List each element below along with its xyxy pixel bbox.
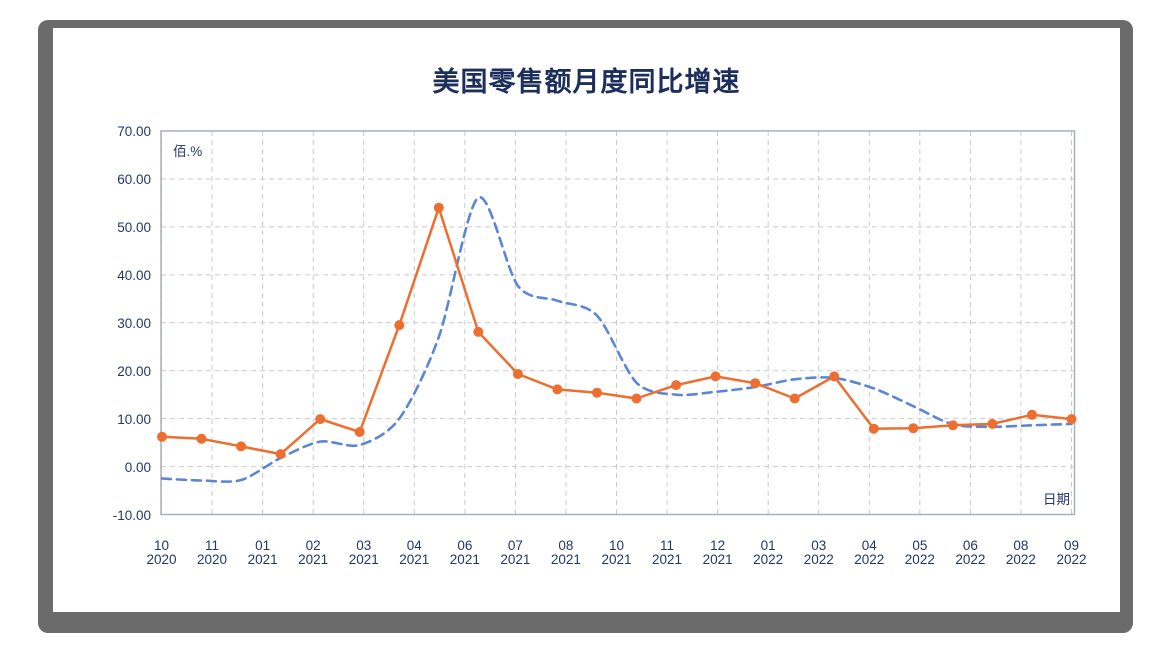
y-tick-label: 0.00 (124, 459, 151, 475)
x-tick-label: 12 2021 (678, 539, 758, 567)
x-tick-month: 03 (356, 538, 372, 553)
x-tick-month: 09 (1063, 538, 1080, 553)
x-tick-month: 04 (406, 538, 422, 553)
x-tick-year: 2022 (854, 552, 885, 567)
x-tick-year: 2021 (500, 552, 531, 567)
x-tick-label: 04 2022 (829, 539, 909, 567)
y-tick-label: 20.00 (117, 363, 151, 379)
x-tick-month: 10 (608, 538, 625, 553)
x-tick-month: 08 (558, 538, 574, 553)
x-tick-month: 11 (660, 538, 675, 553)
x-tick-year: 2021 (247, 552, 278, 567)
x-tick-month: 01 (255, 538, 271, 553)
x-tick-year: 2022 (1056, 552, 1087, 567)
x-tick-year: 2022 (803, 552, 834, 567)
x-tick-month: 07 (507, 538, 523, 553)
x-tick-month: 06 (457, 538, 473, 553)
x-tick-label: 03 2021 (324, 539, 404, 567)
x-tick-label: 06 2021 (425, 539, 505, 567)
x-tick-label: 03 2022 (779, 539, 859, 567)
y-tick-label: 30.00 (117, 315, 151, 331)
x-tick-month: 02 (305, 538, 321, 553)
x-tick-year: 2021 (652, 552, 683, 567)
y-tick-label: 70.00 (117, 124, 151, 139)
x-tick-label: 09 2022 (1032, 539, 1112, 567)
x-axis-title: 日期 (1043, 492, 1070, 507)
x-tick-month: 12 (710, 538, 726, 553)
x-tick-label: 11 2021 (627, 539, 707, 567)
x-tick-month: 04 (861, 538, 877, 553)
x-tick-label: 10 2021 (577, 539, 657, 567)
chart-title: 美国零售额月度同比增速 (432, 67, 741, 97)
y-axis-unit-label: 佰.% (173, 144, 203, 159)
x-tick-year: 2021 (601, 552, 632, 567)
x-tick-year: 2021 (702, 552, 733, 567)
x-tick-year: 2021 (298, 552, 329, 567)
x-tick-year: 2021 (550, 552, 581, 567)
x-tick-label: 06 2022 (930, 539, 1010, 567)
x-tick-month: 11 (205, 538, 220, 553)
x-tick-year: 2020 (146, 552, 177, 567)
x-tick-label: 01 2022 (728, 539, 808, 567)
y-tick-label: 50.00 (117, 219, 151, 235)
x-tick-month: 03 (811, 538, 827, 553)
x-tick-year: 2022 (904, 552, 935, 567)
y-tick-label: -10.00 (112, 507, 151, 523)
x-tick-year: 2022 (753, 552, 784, 567)
x-tick-label: 01 2021 (223, 539, 303, 567)
x-tick-year: 2022 (955, 552, 986, 567)
x-tick-year: 2021 (399, 552, 430, 567)
y-axis-tick-labels: 70.00 60.00 50.00 40.00 30.00 20.00 10.00 0.00 -… (85, 0, 151, 646)
x-tick-label: 08 2022 (981, 539, 1061, 567)
x-tick-month: 08 (1013, 538, 1029, 553)
x-tick-year: 2021 (449, 552, 480, 567)
x-tick-month: 05 (912, 538, 928, 553)
x-tick-label: 04 2021 (374, 539, 454, 567)
x-tick-month: 06 (962, 538, 978, 553)
x-tick-month: 10 (153, 538, 170, 553)
x-tick-label: 10 2020 (122, 539, 202, 567)
y-tick-label: 10.00 (117, 411, 151, 427)
x-tick-year: 2021 (348, 552, 379, 567)
x-tick-month: 01 (760, 538, 776, 553)
x-tick-label: 05 2022 (880, 539, 960, 567)
y-tick-label: 40.00 (117, 267, 151, 283)
x-tick-label: 08 2021 (526, 539, 606, 567)
x-tick-year: 2020 (197, 552, 228, 567)
x-tick-label: 11 2020 (172, 539, 252, 567)
x-tick-year: 2022 (1005, 552, 1036, 567)
x-tick-label: 02 2021 (273, 539, 353, 567)
y-tick-label: 60.00 (117, 171, 151, 187)
x-tick-label: 07 2021 (475, 539, 555, 567)
